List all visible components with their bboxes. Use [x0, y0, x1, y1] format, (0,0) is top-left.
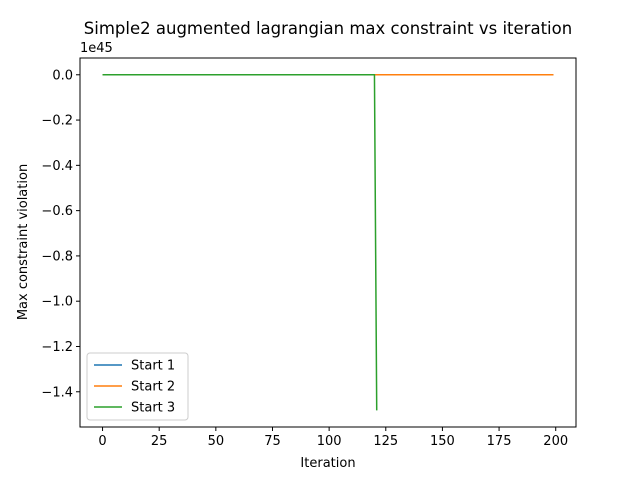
x-axis-ticks: 0 25 50 75 100 125 150 175 200	[98, 427, 568, 449]
legend-label-2: Start 2	[131, 380, 175, 395]
series-layer	[102, 74, 554, 411]
x-axis-label: Iteration	[300, 456, 355, 471]
y-tick-label: −0.6	[41, 204, 73, 219]
y-axis-offset-text: 1e45	[80, 41, 113, 56]
axes-frame	[79, 57, 577, 428]
x-tick-label: 50	[208, 434, 225, 449]
y-tick-label: 0.0	[52, 68, 73, 83]
y-axis-label: Max constraint violation	[16, 164, 31, 320]
x-tick-label: 200	[543, 434, 568, 449]
chart-title: Simple2 augmented lagrangian max constra…	[84, 19, 572, 38]
y-tick-label: −0.8	[41, 249, 73, 264]
x-tick-label: 150	[430, 434, 455, 449]
legend: Start 1 Start 2 Start 3	[86, 352, 189, 421]
series-line-3	[102, 74, 378, 411]
y-tick-label: −0.2	[41, 114, 73, 129]
y-tick-label: −1.0	[41, 295, 73, 310]
legend-label-1: Start 1	[131, 359, 175, 374]
x-tick-label: 175	[487, 434, 512, 449]
x-tick-label: 0	[98, 434, 106, 449]
y-tick-label: −1.4	[41, 385, 73, 400]
legend-box	[86, 352, 189, 421]
y-axis-ticks: 0.0 −0.2 −0.4 −0.6 −0.8 −1.0 −1.2 −1.4	[41, 68, 80, 400]
y-tick-label: −0.4	[41, 159, 73, 174]
x-tick-label: 125	[373, 434, 398, 449]
legend-label-3: Start 3	[131, 401, 175, 416]
x-tick-label: 25	[151, 434, 168, 449]
x-tick-label: 75	[264, 434, 281, 449]
x-tick-label: 100	[317, 434, 342, 449]
y-tick-label: −1.2	[41, 340, 73, 355]
